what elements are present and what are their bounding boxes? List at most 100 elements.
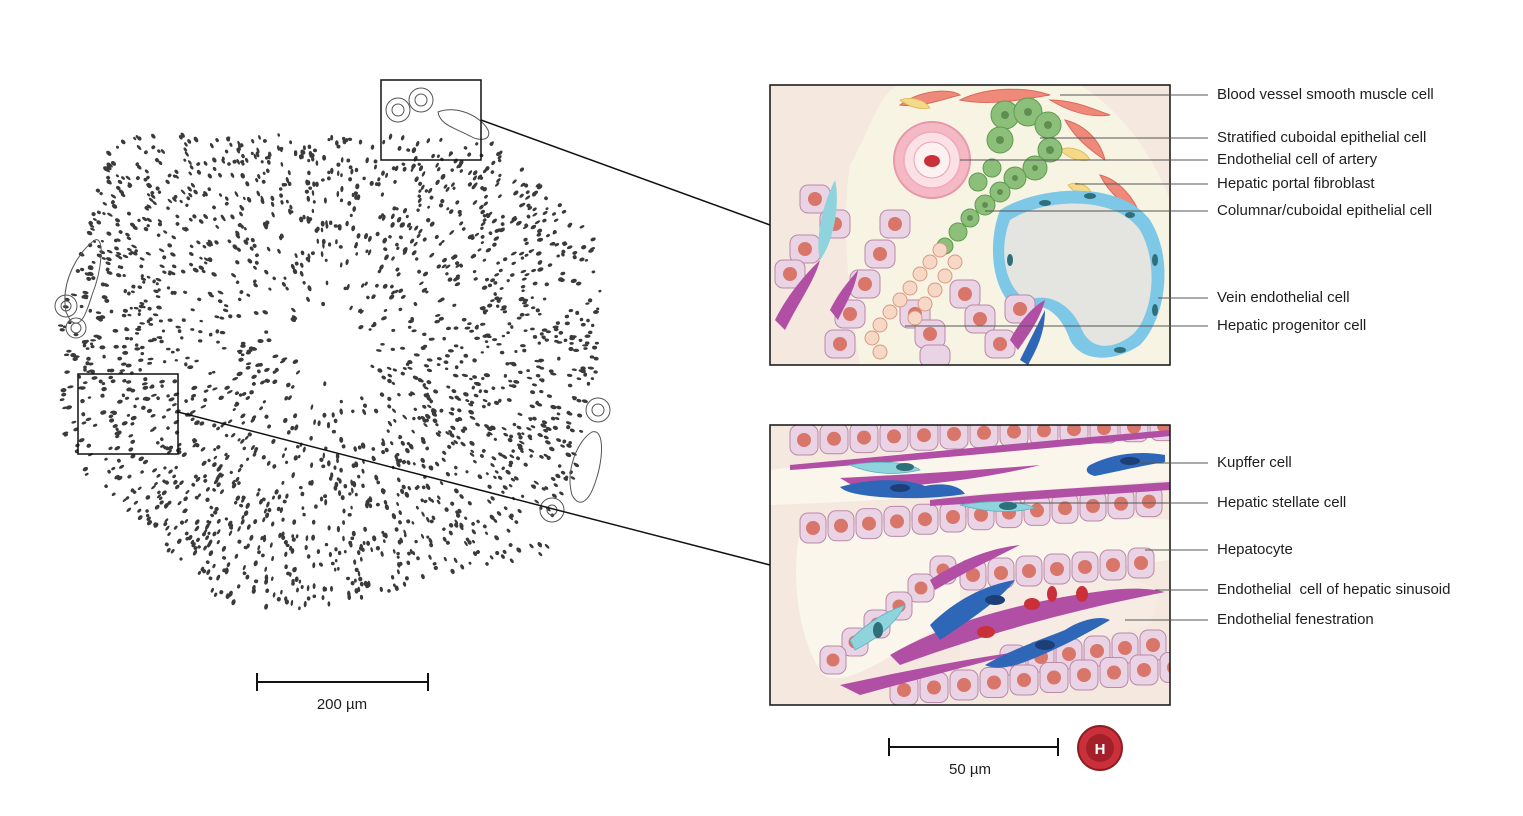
lobule-nucleus [168,469,173,474]
lobule-nucleus [91,376,98,380]
lobule-nucleus [390,441,394,446]
lobule-nucleus [454,472,458,476]
lobule-nucleus [312,594,317,599]
lobule-nucleus [543,453,549,458]
lobule-nucleus [253,153,257,160]
lobule-nucleus [212,531,217,537]
lobule-nucleus [513,380,520,384]
lobule-nucleus [310,156,315,162]
lobule-nucleus [526,203,531,208]
lobule-nucleus [568,441,572,445]
lobule-nucleus [159,264,165,268]
lobule-nucleus [436,154,440,158]
lobule-nucleus [322,154,327,161]
lobule-nucleus [284,396,289,401]
lobule-nucleus [559,491,564,496]
lobule-nucleus [117,179,123,185]
lobule-nucleus [520,344,526,348]
lobule-nucleus [538,260,543,264]
lobule-nucleus [388,235,392,239]
lobule-nucleus [494,228,499,233]
lobule-nucleus [359,594,364,600]
lobule-nucleus [454,519,459,525]
lobule-nucleus [252,279,257,284]
lobule-nucleus [92,218,97,221]
lobule-nucleus [336,458,339,464]
lobule-nucleus [508,543,513,547]
lobule-nucleus [451,256,455,260]
lobule-nucleus [181,452,187,458]
lobule-nucleus [435,179,440,186]
lobule-nucleus [450,501,455,506]
lobule-nucleus [224,196,229,201]
lobule-nucleus [337,550,342,556]
lobule-nucleus [306,195,311,202]
lobule-nucleus [245,362,252,366]
lobule-nucleus [406,222,412,228]
lobule-nucleus [511,261,516,265]
lobule-nucleus [67,385,74,389]
lobule-nucleus [450,425,456,431]
label-endothelial-cell-of-hepatic-sinusoid: Endothelial cell of hepatic sinusoid [1217,581,1451,598]
lobule-nucleus [280,162,284,167]
hepatocyte-nucleus [1030,503,1044,518]
lobule-nucleus [417,269,422,274]
lobule-nucleus [590,237,596,242]
lobule-nucleus [110,160,117,166]
lobule-nucleus [184,226,189,231]
lobule-nucleus [542,211,548,215]
lobule-nucleus [236,147,241,154]
lobule-nucleus [537,267,544,272]
lobule-nucleus [86,443,92,448]
lobule-nucleus [152,426,157,430]
lobule-nucleus [396,216,402,223]
lobule-nucleus [452,303,457,307]
lobule-nucleus [445,471,451,477]
lobule-nucleus [109,368,115,373]
lobule-nucleus [556,341,563,344]
hepatocyte-nucleus [1114,496,1128,511]
lobule-nucleus [104,298,110,303]
hepatocyte-nucleus [862,516,876,531]
lobule-nucleus [471,385,475,390]
lobule-nucleus [140,351,145,356]
lobule-nucleus [237,438,241,442]
hepatocyte-nucleus [917,428,931,443]
lobule-nucleus [152,279,156,284]
lobule-nucleus [456,435,461,440]
lobule-nucleus [155,186,160,191]
lobule-nucleus [368,503,373,509]
lobule-nucleus [469,415,476,420]
lobule-nucleus [137,136,142,141]
lobule-nucleus [159,500,164,505]
lobule-nucleus [514,349,518,354]
zoom-line-bottom-1 [177,411,771,566]
lobule-nucleus [143,226,149,232]
lobule-nucleus [264,378,269,383]
lobule-nucleus [317,420,321,427]
lobule-nucleus [280,200,284,205]
lobule-nucleus [116,185,121,191]
lobule-nucleus [306,296,310,303]
lobule-nucleus [593,309,599,315]
lobule-nucleus [216,445,221,450]
lobule-nucleus [272,592,276,598]
lobule-nucleus [393,418,397,423]
lobule-nucleus [184,362,188,367]
lobule-nucleus [122,254,129,259]
lobule-nucleus [139,322,145,325]
lobule-nucleus [373,159,378,164]
lobule-nucleus [596,307,600,311]
lobule-nucleus [147,306,152,311]
lobule-nucleus [277,248,281,254]
lobule-nucleus [569,342,574,345]
lobule-nucleus [421,287,428,292]
lobule-nucleus [236,313,242,319]
lobule-nucleus [391,256,395,261]
lobule-nucleus [472,182,478,188]
lobule-nucleus [224,304,229,308]
lobule-nucleus [194,495,199,500]
lobule-nucleus [469,452,475,457]
lobule-nucleus [434,314,441,317]
lobule-nucleus [276,506,281,512]
